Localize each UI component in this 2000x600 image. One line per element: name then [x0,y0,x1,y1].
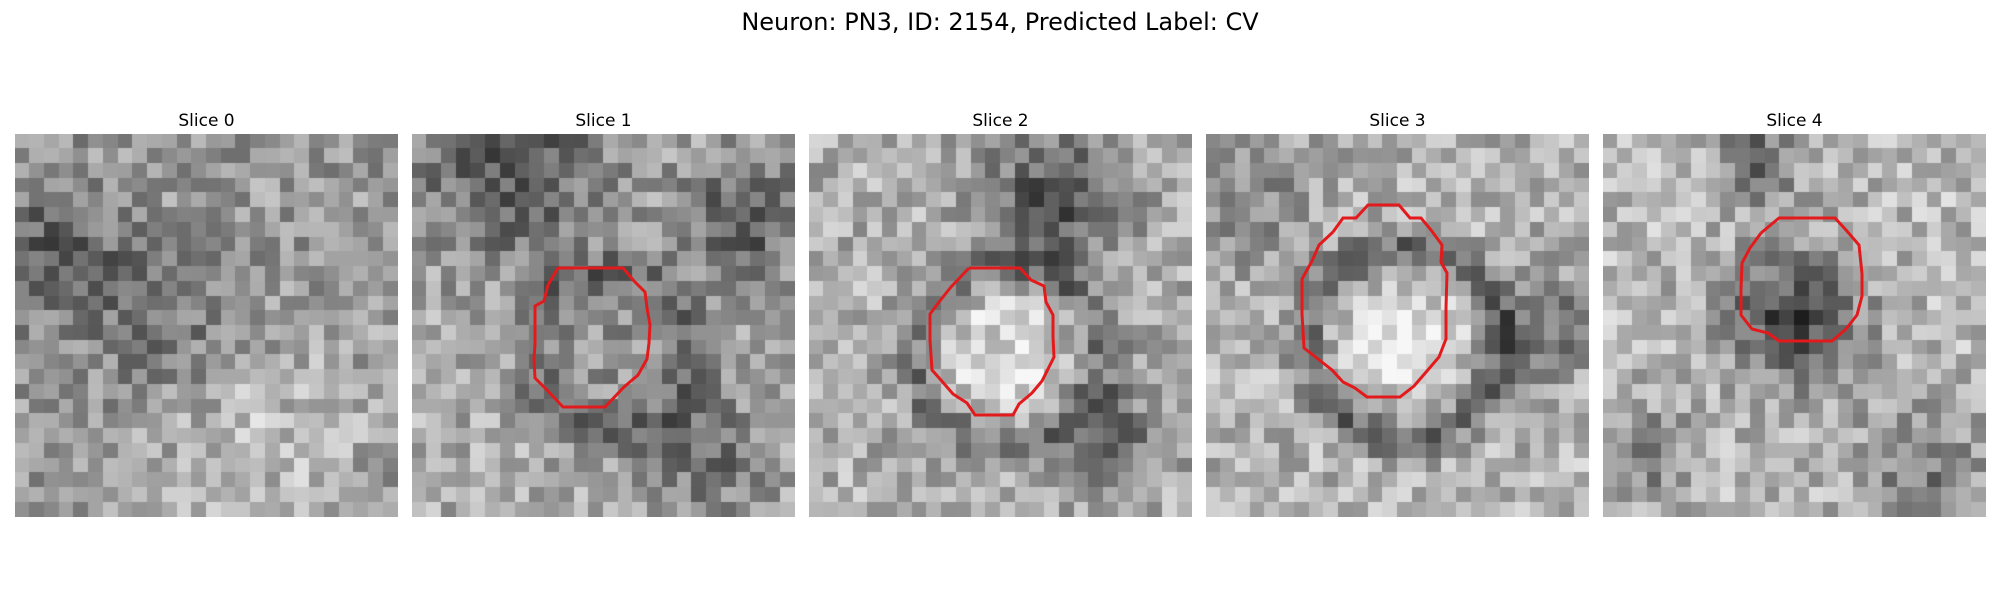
slice-image [1603,134,1986,517]
slice-title: Slice 0 [178,111,235,131]
slice-image [1206,134,1589,517]
slice-panel-4: Slice 4 [1603,108,1986,517]
slice-title: Slice 4 [1766,111,1823,131]
slice-title: Slice 2 [972,111,1029,131]
slice-panel-1: Slice 1 [412,108,795,517]
slice-panel-0: Slice 0 [15,108,398,517]
slice-title: Slice 1 [575,111,632,131]
figure-title: Neuron: PN3, ID: 2154, Predicted Label: … [741,8,1259,36]
slice-image [15,134,398,517]
slice-image [412,134,795,517]
slice-image [809,134,1192,517]
slice-title: Slice 3 [1369,111,1426,131]
slice-panel-2: Slice 2 [809,108,1192,517]
slice-panel-3: Slice 3 [1206,108,1589,517]
